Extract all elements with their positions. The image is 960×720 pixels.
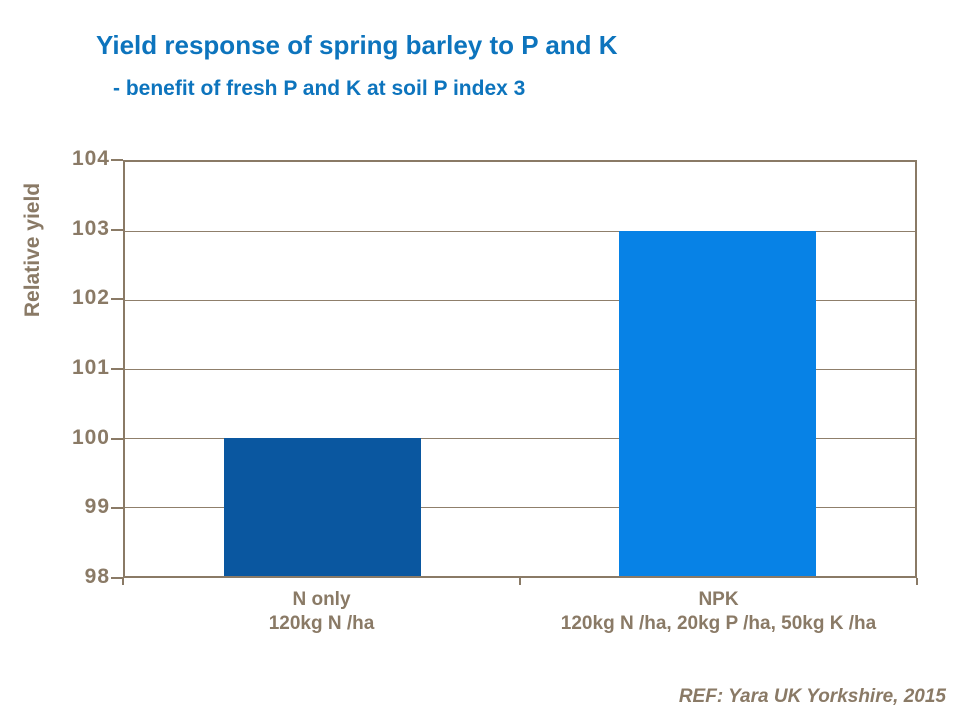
reference-text: REF: Yara UK Yorkshire, 2015 <box>678 686 946 707</box>
bar-n-only <box>223 438 422 576</box>
gridline-101 <box>125 369 915 370</box>
gridline-99 <box>125 507 915 508</box>
gridline-103 <box>125 230 915 232</box>
x-category-detail-npk: 120kg N /ha, 20kg P /ha, 50kg K /ha <box>560 613 877 634</box>
y-tick-mark-102 <box>111 298 123 301</box>
y-tick-label-100: 100 <box>71 425 110 449</box>
x-tick-mark-2 <box>916 578 918 585</box>
y-tick-label-103: 103 <box>71 216 110 240</box>
y-tick-mark-101 <box>111 368 123 370</box>
y-tick-label-99: 99 <box>84 495 110 519</box>
x-tick-mark-1 <box>519 578 521 585</box>
plot-area <box>123 160 917 578</box>
y-tick-mark-100 <box>111 437 123 440</box>
y-tick-mark-104 <box>111 159 123 161</box>
chart-title: Yield response of spring barley to P and… <box>96 30 618 60</box>
x-category-detail-n-only: 120kg N /ha <box>268 613 375 634</box>
gridline-100 <box>125 437 915 439</box>
x-category-name-n-only: N only <box>292 589 351 610</box>
x-tick-mark-0 <box>122 578 124 585</box>
chart-subtitle: - benefit of fresh P and K at soil P ind… <box>113 77 526 100</box>
y-tick-mark-98 <box>111 577 123 579</box>
gridline-102 <box>125 299 915 301</box>
y-tick-label-101: 101 <box>71 356 110 379</box>
x-category-name-npk: NPK <box>698 589 739 610</box>
y-tick-label-98: 98 <box>84 565 110 588</box>
y-tick-mark-103 <box>111 228 123 231</box>
y-tick-label-104: 104 <box>71 147 110 170</box>
x-axis-label-n-only: N only 120kg N /ha <box>112 588 532 636</box>
x-axis-label-npk: NPK 120kg N /ha, 20kg P /ha, 50kg K /ha <box>509 588 929 636</box>
y-tick-mark-99 <box>111 507 123 510</box>
bar-npk <box>618 231 817 576</box>
y-tick-label-102: 102 <box>71 286 110 310</box>
